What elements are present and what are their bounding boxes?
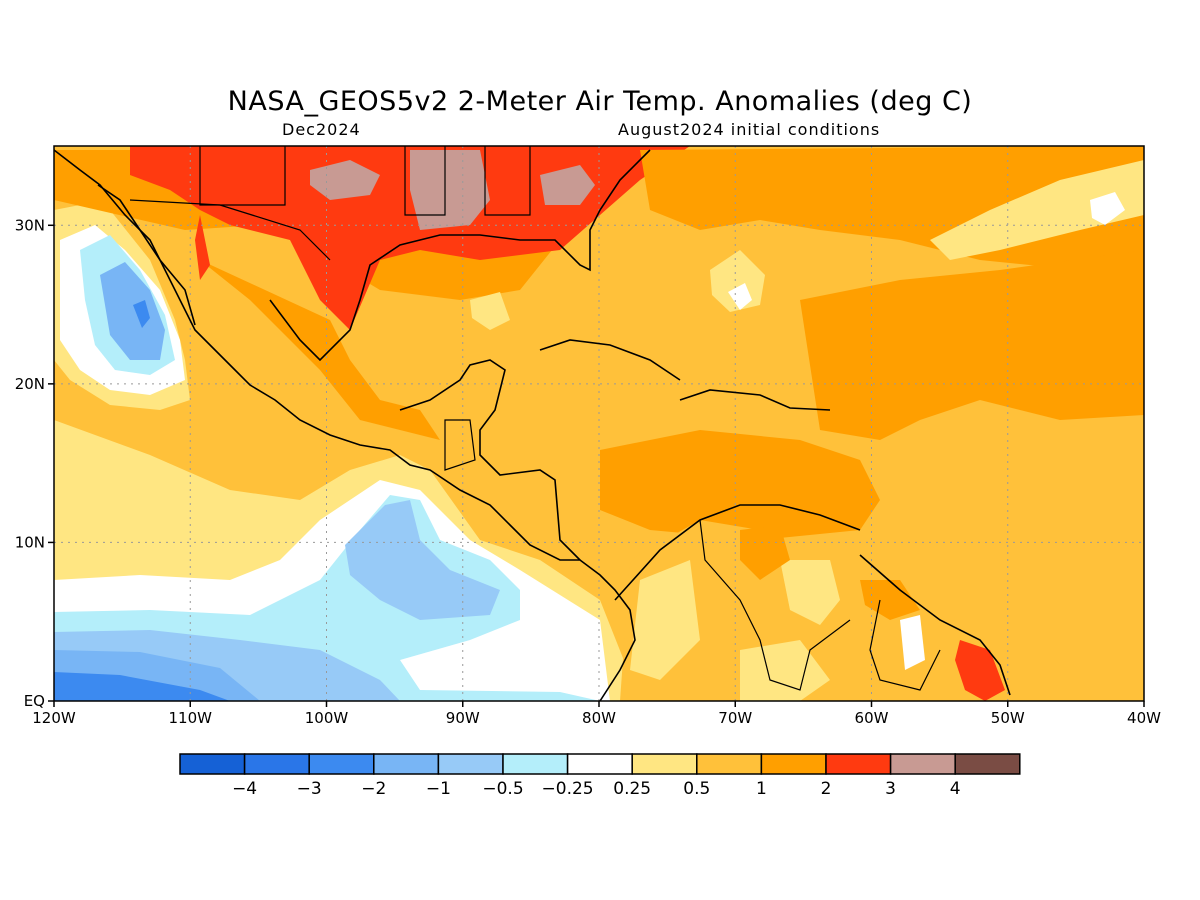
graticule [54, 146, 1144, 701]
lat-tick-label: EQ [24, 692, 45, 710]
colorbar-swatch [825, 753, 892, 775]
colorbar-swatch [437, 753, 504, 775]
colorbar-swatch [566, 753, 633, 775]
colorbar-swatch [243, 753, 310, 775]
forecast-month: Dec2024 [282, 120, 361, 139]
colorbar-swatch [889, 753, 956, 775]
lon-tick-label: 70W [718, 709, 752, 727]
initial-conditions: August2024 initial conditions [618, 120, 881, 139]
colorbar-label: 0.25 [613, 779, 651, 799]
colorbar-label: −4 [232, 779, 257, 799]
lon-tick-label: 100W [305, 709, 349, 727]
lon-tick-label: 120W [32, 709, 76, 727]
colorbar-swatch [502, 753, 569, 775]
lon-tick-label: 90W [446, 709, 480, 727]
latitude-axis: EQ 10N 20N 30N [15, 216, 54, 710]
colorbar-swatch [696, 753, 763, 775]
colorbar-swatch [373, 753, 440, 775]
coastlines [54, 149, 1011, 701]
colorbar-label: 4 [950, 779, 961, 799]
lon-tick-label: 110W [169, 709, 213, 727]
colorbar-swatch [954, 753, 1021, 775]
lon-tick-label: 40W [1127, 709, 1161, 727]
colorbar-label: 0.5 [683, 779, 710, 799]
lat-tick-label: 10N [15, 533, 45, 551]
lat-tick-label: 30N [15, 216, 45, 234]
lon-tick-label: 50W [991, 709, 1025, 727]
colorbar-swatch [631, 753, 698, 775]
longitude-axis: 120W 110W 100W 90W 80W 70W 60W 50W 40W [32, 701, 1161, 727]
colorbar-label: 3 [885, 779, 896, 799]
map-title: NASA_GEOS5v2 2-Meter Air Temp. Anomalies… [227, 86, 973, 117]
colorbar-swatch [179, 753, 246, 775]
colorbar-label: −2 [361, 779, 386, 799]
lat-tick-label: 20N [15, 375, 45, 393]
colorbar-swatch [760, 753, 827, 775]
borders [129, 146, 941, 691]
colorbar-swatch [308, 753, 375, 775]
anomaly-field [54, 146, 1144, 701]
colorbar-label: 1 [756, 779, 767, 799]
colorbar-label: −0.5 [482, 779, 523, 799]
colorbar-label: −1 [426, 779, 451, 799]
colorbar-label: −0.25 [542, 779, 594, 799]
colorbar-label: 2 [821, 779, 832, 799]
lon-tick-label: 80W [582, 709, 616, 727]
colorbar-label: −3 [297, 779, 322, 799]
colorbar: −4 −3 −2 −1 −0.5 −0.25 0.25 0.5 1 2 3 4 [179, 753, 1021, 799]
lon-tick-label: 60W [855, 709, 889, 727]
